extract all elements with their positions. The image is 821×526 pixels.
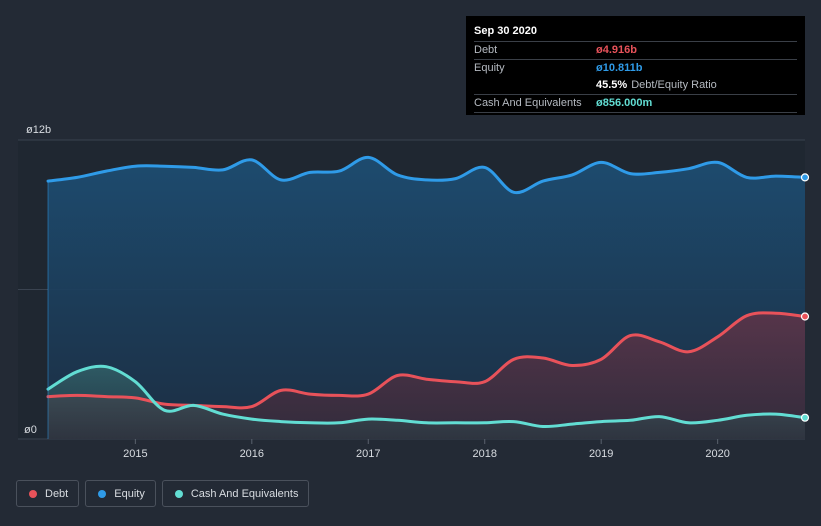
chart-legend: Debt Equity Cash And Equivalents [16, 480, 310, 507]
tooltip-equity-row: Equity ø10.811b [474, 60, 797, 77]
legend-cash[interactable]: Cash And Equivalents [161, 480, 310, 507]
legend-debt-label: Debt [45, 487, 69, 500]
cash-line [46, 364, 807, 429]
legend-equity[interactable]: Equity [85, 480, 156, 507]
tooltip-date: Sep 30 2020 [474, 24, 797, 42]
equity-end-marker [800, 173, 810, 182]
equity-line [46, 155, 807, 195]
y-axis-min-label: ø0 [24, 424, 37, 436]
tooltip-ratio-label: Debt/Equity Ratio [631, 79, 717, 91]
debt-end-marker [800, 312, 810, 321]
x-tick-label-2017: 2017 [356, 448, 380, 460]
x-tick-label-2019: 2019 [589, 448, 613, 460]
legend-debt[interactable]: Debt [16, 480, 80, 507]
tooltip-cash-value: ø856.000m [596, 97, 653, 109]
tooltip-ratio-row: 45.5% Debt/Equity Ratio [474, 77, 797, 95]
tooltip-debt-row: Debt ø4.916b [474, 42, 797, 60]
debt-area [48, 312, 805, 439]
tooltip-debt-label: Debt [474, 44, 498, 56]
tooltip-equity-value: ø10.811b [596, 62, 643, 74]
tooltip-cash-row: Cash And Equivalents ø856.000m [474, 95, 797, 113]
legend-equity-dot [98, 489, 107, 498]
cash-area [48, 366, 805, 439]
tooltip-equity-label: Equity [474, 62, 505, 74]
debt-line [46, 311, 807, 410]
legend-equity-label: Equity [114, 487, 145, 500]
tooltip-debt-value: ø4.916b [596, 44, 637, 56]
legend-cash-label: Cash And Equivalents [190, 487, 299, 500]
x-tick-label-2020: 2020 [705, 448, 729, 460]
tooltip-cash-label: Cash And Equivalents [474, 97, 582, 109]
y-axis-max-label: ø12b [26, 124, 51, 136]
x-tick-label-2015: 2015 [123, 448, 147, 460]
x-tick-label-2016: 2016 [240, 448, 264, 460]
data-tooltip: Sep 30 2020 Debt ø4.916b Equity ø10.811b… [466, 16, 805, 115]
cash-end-marker [800, 413, 810, 422]
tooltip-ratio-value: 45.5% [596, 79, 628, 91]
x-tick-label-2018: 2018 [472, 448, 496, 460]
legend-debt-dot [29, 489, 37, 498]
legend-cash-dot [174, 489, 183, 498]
